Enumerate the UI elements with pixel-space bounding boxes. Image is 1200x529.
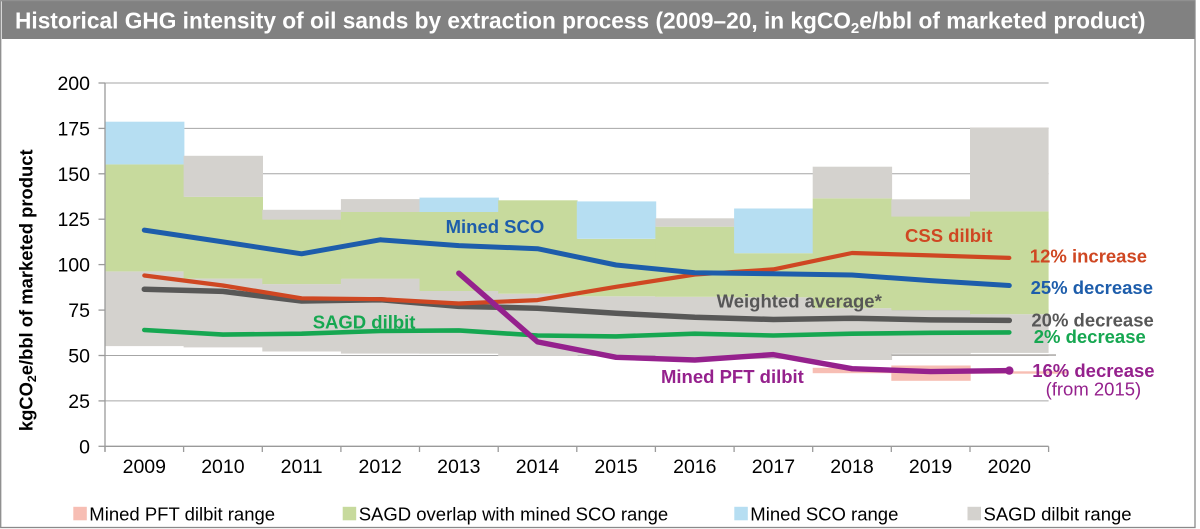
svg-text:175: 175 [57,118,90,140]
svg-text:16% decrease: 16% decrease [1032,360,1154,381]
svg-text:20% decrease: 20% decrease [1031,310,1153,331]
svg-text:2014: 2014 [516,456,560,478]
svg-text:200: 200 [57,73,90,95]
svg-text:2020: 2020 [988,456,1032,478]
svg-text:100: 100 [57,255,90,277]
svg-text:Mined PFT dilbit range: Mined PFT dilbit range [89,504,275,525]
svg-text:kgCO2e/bbl of marketed product: kgCO2e/bbl of marketed product [16,149,40,431]
svg-text:25% decrease: 25% decrease [1031,277,1153,298]
svg-text:Mined PFT dilbit: Mined PFT dilbit [661,366,804,387]
svg-text:CSS dilbit: CSS dilbit [905,225,992,246]
svg-text:2012: 2012 [359,456,402,478]
svg-text:75: 75 [68,300,90,322]
svg-text:(from 2015): (from 2015) [1046,379,1142,400]
svg-text:25: 25 [68,391,90,413]
svg-text:2010: 2010 [201,456,245,478]
svg-text:2019: 2019 [909,456,952,478]
svg-text:SAGD overlap with mined SCO ra: SAGD overlap with mined SCO range [359,504,669,525]
svg-text:12% increase: 12% increase [1030,245,1147,266]
svg-text:Weighted average*: Weighted average* [717,290,883,311]
svg-text:2016: 2016 [673,456,716,478]
svg-text:50: 50 [68,346,90,368]
svg-text:2013: 2013 [437,456,480,478]
svg-text:2% decrease: 2% decrease [1034,326,1146,347]
svg-text:2018: 2018 [830,456,873,478]
svg-text:SAGD dilbit range: SAGD dilbit range [984,504,1132,525]
svg-text:SAGD dilbit: SAGD dilbit [313,312,416,333]
svg-text:2015: 2015 [594,456,638,478]
svg-text:Historical GHG intensity of oi: Historical GHG intensity of oil sands by… [15,8,1145,38]
svg-text:150: 150 [57,164,90,186]
svg-text:2017: 2017 [752,456,795,478]
svg-text:2011: 2011 [281,456,323,478]
svg-text:0: 0 [79,436,90,458]
svg-text:125: 125 [57,209,90,231]
svg-text:2009: 2009 [123,456,166,478]
svg-text:Mined SCO: Mined SCO [446,216,545,237]
svg-text:Mined SCO range: Mined SCO range [750,504,898,525]
